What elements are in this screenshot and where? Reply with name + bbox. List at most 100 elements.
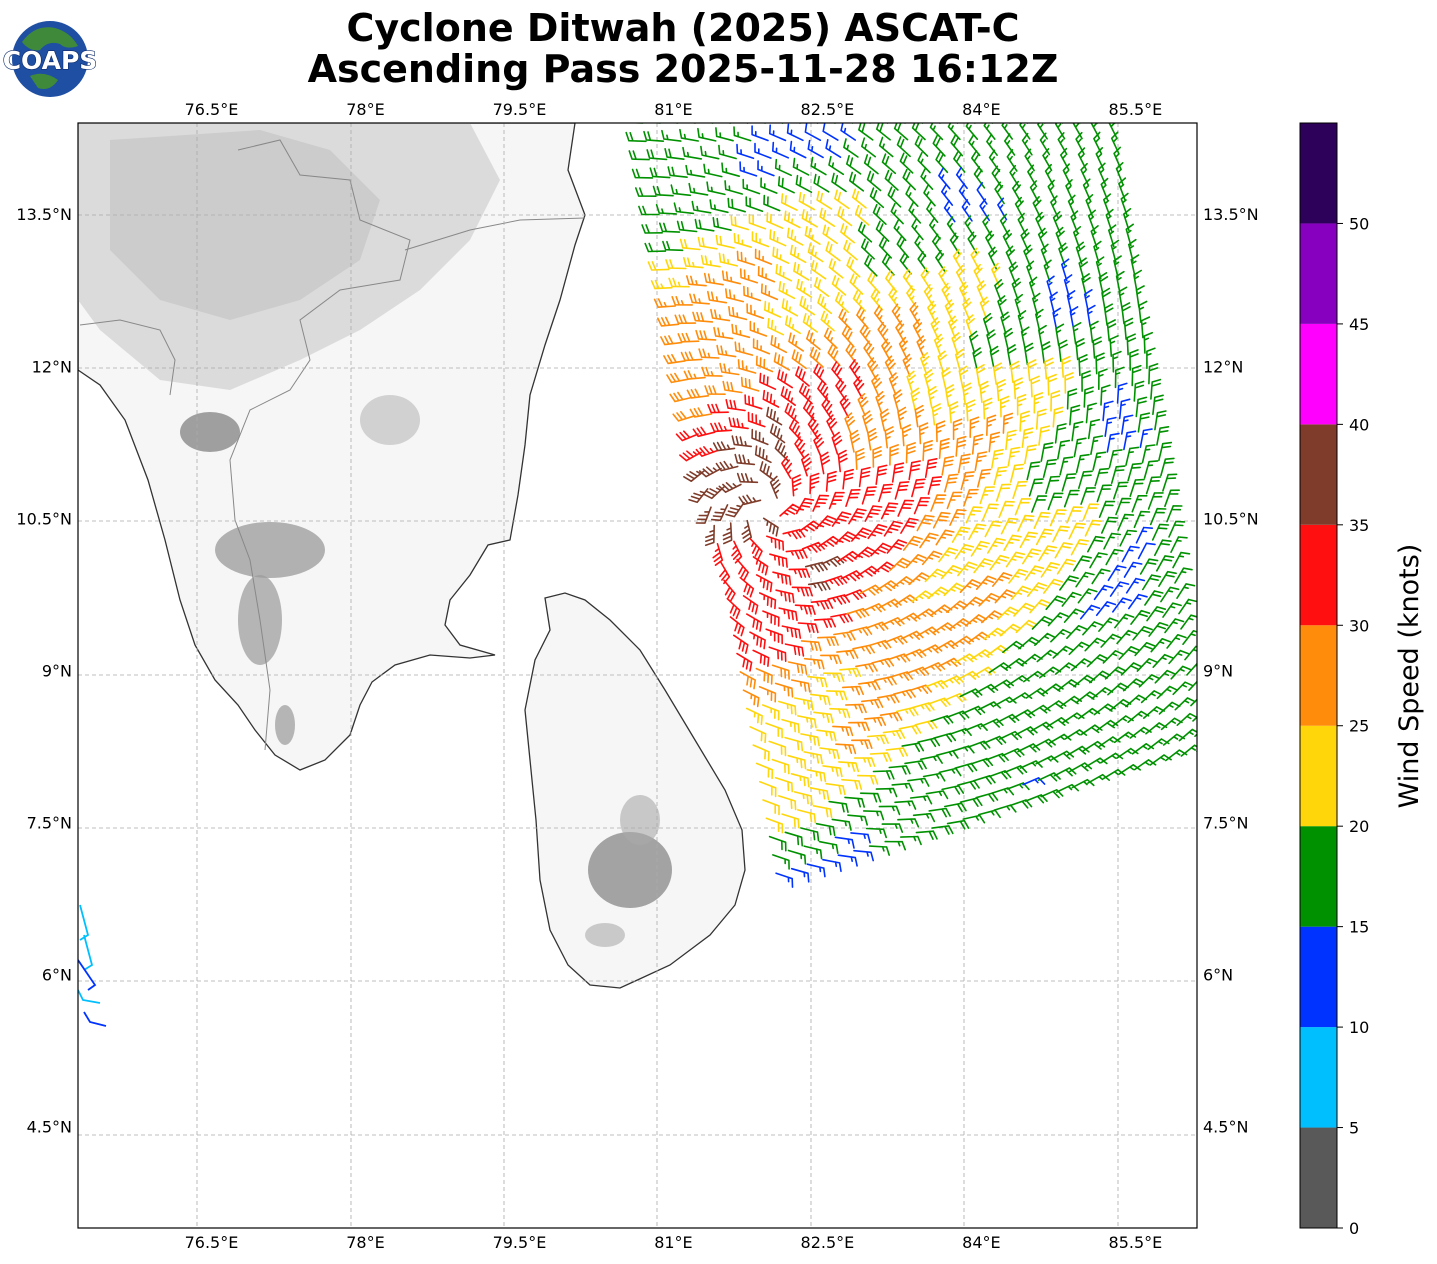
wind-barb bbox=[752, 649, 770, 667]
wind-barb bbox=[972, 666, 996, 677]
wind-barb bbox=[973, 166, 986, 189]
wind-barb bbox=[870, 542, 892, 557]
wind-barb bbox=[689, 407, 713, 418]
wind-barb bbox=[1019, 531, 1038, 549]
wind-barb bbox=[1024, 342, 1034, 366]
wind-barb bbox=[715, 127, 734, 142]
wind-barb bbox=[839, 395, 851, 418]
wind-barb bbox=[778, 607, 798, 622]
wind-barb bbox=[1027, 164, 1038, 188]
wind-barb bbox=[930, 317, 940, 341]
wind-barb bbox=[1170, 536, 1188, 553]
wind-barb bbox=[1095, 256, 1105, 280]
wind-barb bbox=[1029, 276, 1038, 300]
wind-barb bbox=[952, 418, 963, 441]
wind-barb bbox=[846, 607, 870, 619]
wind-barb bbox=[1147, 492, 1164, 510]
wind-barb bbox=[1142, 574, 1161, 591]
wind-barb bbox=[946, 600, 969, 613]
wind-barb bbox=[775, 589, 795, 604]
wind-barb bbox=[881, 153, 897, 175]
wind-barb bbox=[1081, 370, 1091, 392]
wind-barb bbox=[1033, 511, 1051, 529]
wind-barb bbox=[982, 503, 999, 521]
wind-barb bbox=[768, 646, 787, 662]
wind-barb bbox=[893, 219, 907, 242]
wind-barb bbox=[1113, 731, 1137, 744]
wind-barb bbox=[1024, 444, 1037, 465]
wind-barb bbox=[663, 353, 686, 365]
wind-barb bbox=[743, 285, 762, 302]
wind-barb bbox=[847, 814, 868, 826]
wind-barb bbox=[1127, 462, 1142, 482]
wind-barb bbox=[979, 198, 990, 222]
wind-barb bbox=[877, 321, 889, 345]
wind-barb bbox=[869, 752, 892, 762]
wind-barb bbox=[722, 522, 733, 545]
wind-barb bbox=[667, 166, 688, 178]
wind-barb bbox=[1083, 386, 1094, 408]
wind-barb bbox=[1101, 287, 1111, 311]
wind-barb bbox=[1090, 123, 1101, 140]
wind-barb bbox=[948, 401, 959, 424]
wind-barb bbox=[912, 812, 936, 823]
wind-barb bbox=[736, 472, 759, 484]
wind-barb bbox=[845, 489, 861, 507]
wind-barb bbox=[1128, 593, 1148, 610]
wind-barb bbox=[968, 134, 981, 157]
wind-barb bbox=[1002, 412, 1014, 434]
wind-barb bbox=[1073, 437, 1087, 458]
wind-barb bbox=[1005, 551, 1026, 568]
wind-barb bbox=[803, 399, 816, 422]
wind-barb bbox=[875, 580, 899, 592]
wind-barb bbox=[798, 192, 815, 211]
wind-barb bbox=[664, 148, 685, 160]
wind-barb bbox=[1050, 628, 1072, 643]
wind-barb bbox=[822, 765, 843, 778]
wind-barb bbox=[771, 664, 790, 680]
wind-barb bbox=[1160, 586, 1180, 603]
wind-barb bbox=[1115, 497, 1132, 516]
wind-barb bbox=[1156, 685, 1179, 700]
wind-barb bbox=[916, 626, 940, 637]
wind-barb bbox=[903, 648, 927, 659]
wind-barb bbox=[994, 181, 1005, 205]
wind-barb bbox=[1033, 392, 1044, 414]
wind-barb bbox=[867, 428, 878, 451]
wind-barb bbox=[1084, 519, 1102, 537]
wind-barb bbox=[807, 580, 831, 592]
wind-barb bbox=[850, 832, 871, 844]
wind-barb bbox=[1149, 507, 1167, 526]
wind-barb bbox=[1079, 604, 1101, 620]
wind-barb bbox=[1034, 632, 1056, 646]
wind-barb bbox=[1047, 492, 1064, 511]
wind-barb bbox=[773, 352, 791, 371]
wind-barb bbox=[787, 754, 807, 770]
wind-barb bbox=[958, 365, 969, 389]
wind-barb bbox=[868, 123, 871, 124]
wind-barb bbox=[1180, 614, 1197, 630]
wind-barb bbox=[1146, 347, 1156, 370]
wind-barb bbox=[965, 123, 979, 140]
wind-barb bbox=[788, 419, 802, 442]
wind-barb bbox=[672, 411, 696, 422]
wind-barb bbox=[1000, 517, 1019, 535]
wind-barb bbox=[932, 622, 956, 634]
wind-barb bbox=[824, 575, 848, 587]
wind-barb bbox=[796, 278, 813, 298]
colorbar-label: Wind Speed (knots) bbox=[1394, 544, 1425, 809]
wind-barb bbox=[1105, 548, 1124, 566]
wind-barb bbox=[736, 652, 753, 672]
wind-barb bbox=[849, 359, 861, 382]
wind-barb bbox=[884, 355, 896, 379]
wind-barb bbox=[871, 657, 895, 668]
wind-barb bbox=[734, 453, 756, 466]
wind-barb bbox=[972, 775, 996, 785]
wind-barb bbox=[739, 161, 758, 177]
wind-barb bbox=[1018, 636, 1041, 650]
wind-barb bbox=[752, 556, 769, 576]
wind-barb bbox=[906, 370, 916, 394]
wind-barb bbox=[1139, 558, 1159, 575]
wind-barb bbox=[843, 589, 867, 600]
wind-barb bbox=[951, 635, 975, 647]
